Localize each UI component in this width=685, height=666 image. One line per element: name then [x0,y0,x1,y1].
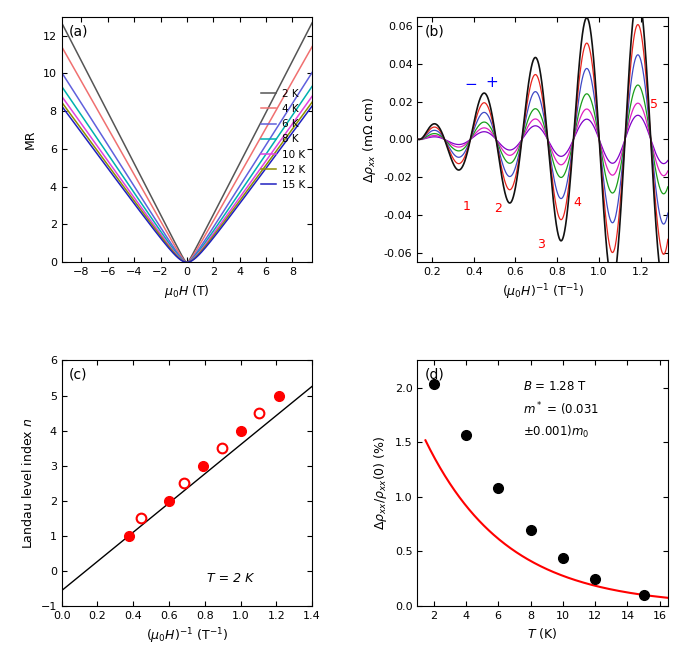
Y-axis label: $\Delta\rho_{xx}$ (m$\Omega$ cm): $\Delta\rho_{xx}$ (m$\Omega$ cm) [361,96,378,182]
2 K [301,33,309,41]
4 K [179,256,188,264]
Line: 10 K: 10 K [62,96,312,262]
12 K [179,257,188,265]
2 K [71,43,79,51]
Text: $-$: $-$ [464,75,477,91]
8 K [183,258,191,266]
Line: 6 K: 6 K [62,73,312,262]
8 K [179,257,188,265]
10 K [255,166,263,174]
Y-axis label: MR: MR [24,130,37,149]
12 K [301,108,309,116]
8 K [308,83,316,91]
6 K [183,258,191,266]
Text: (d): (d) [425,368,445,382]
15 K [183,258,191,266]
6 K [71,89,79,97]
15 K [301,112,309,120]
Text: 1: 1 [462,200,471,213]
8 K [58,83,66,91]
12 K [71,116,79,124]
10 K [179,257,188,265]
2 K [179,254,188,262]
15 K [173,253,181,261]
10 K [308,92,316,100]
Text: (c): (c) [69,368,88,382]
15 K [308,102,316,110]
X-axis label: $(\mu_0H)^{-1}$ (T$^{-1}$): $(\mu_0H)^{-1}$ (T$^{-1}$) [146,627,228,646]
8 K [255,161,263,168]
10 K [71,110,79,118]
8 K [301,93,309,101]
6 K [301,80,309,88]
Line: 2 K: 2 K [62,23,312,262]
Text: 3: 3 [536,238,545,250]
12 K [255,170,263,178]
6 K [301,80,309,88]
Text: $+$: $+$ [485,75,498,91]
8 K [71,101,79,109]
Line: 12 K: 12 K [62,102,312,262]
6 K [58,69,66,77]
6 K [173,248,181,256]
8 K [173,250,181,258]
15 K [58,102,66,110]
Line: 8 K: 8 K [62,87,312,262]
Text: T = 2 K: T = 2 K [207,571,253,585]
8 K [301,93,309,101]
4 K [183,258,191,266]
12 K [173,252,181,260]
Text: $B$ = 1.28 T
$m^*$ = (0.031
$\pm$0.001)$m_0$: $B$ = 1.28 T $m^*$ = (0.031 $\pm$0.001)$… [523,380,599,440]
2 K [308,19,316,27]
4 K [255,137,263,145]
4 K [301,55,309,63]
Y-axis label: $\Delta\rho_{xx}/\rho_{xx}(0)$ (%): $\Delta\rho_{xx}/\rho_{xx}(0)$ (%) [372,436,389,530]
X-axis label: $T$ (K): $T$ (K) [527,627,558,641]
15 K [255,174,263,182]
X-axis label: $(\mu_0H)^{-1}$ (T$^{-1}$): $(\mu_0H)^{-1}$ (T$^{-1}$) [501,282,584,302]
12 K [301,108,309,116]
10 K [58,92,66,100]
15 K [301,112,309,120]
10 K [301,102,309,110]
6 K [255,152,263,160]
10 K [173,251,181,259]
15 K [71,119,79,127]
Text: 2: 2 [494,202,501,215]
Legend: 2 K, 4 K, 6 K, 8 K, 10 K, 12 K, 15 K: 2 K, 4 K, 6 K, 8 K, 10 K, 12 K, 15 K [259,87,307,192]
15 K [179,258,188,266]
4 K [173,245,181,253]
2 K [173,242,181,250]
2 K [255,122,263,130]
12 K [58,98,66,106]
Text: 5: 5 [650,98,658,111]
12 K [308,98,316,106]
12 K [183,258,191,266]
2 K [58,19,66,27]
Text: 4: 4 [573,196,581,209]
10 K [301,103,309,111]
4 K [58,43,66,51]
Line: 4 K: 4 K [62,47,312,262]
10 K [183,258,191,266]
Text: (a): (a) [69,24,88,38]
Text: (b): (b) [425,24,445,38]
4 K [71,65,79,73]
6 K [179,256,188,264]
2 K [183,258,191,266]
6 K [308,69,316,77]
2 K [301,33,309,41]
Line: 15 K: 15 K [62,106,312,262]
4 K [308,43,316,51]
X-axis label: $\mu_0H$ (T): $\mu_0H$ (T) [164,282,210,300]
Y-axis label: Landau level index $n$: Landau level index $n$ [21,418,35,549]
4 K [301,55,309,63]
